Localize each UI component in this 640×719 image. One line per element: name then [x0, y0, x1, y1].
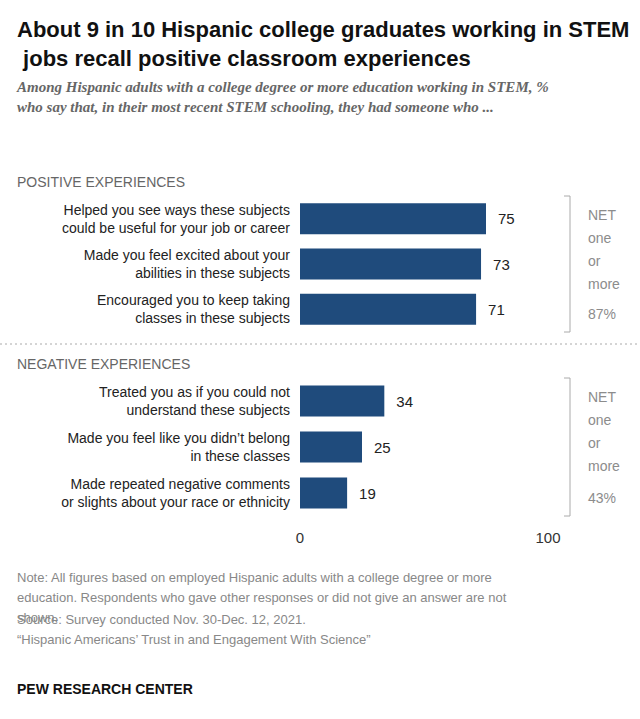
svg-text:34: 34: [396, 393, 413, 410]
svg-text:87%: 87%: [588, 306, 616, 322]
svg-text:jobs recall positive classroom: jobs recall positive classroom experienc…: [17, 46, 471, 71]
svg-text:one: one: [588, 230, 612, 246]
svg-text:Among Hispanic adults with a c: Among Hispanic adults with a college deg…: [16, 79, 552, 95]
svg-text:100: 100: [535, 529, 560, 546]
svg-text:25: 25: [374, 439, 391, 456]
svg-text:education. Respondents who gav: education. Respondents who gave other re…: [17, 590, 510, 605]
svg-text:could be useful for your job o: could be useful for your job or career: [62, 220, 290, 236]
svg-text:Note: All figures based on emp: Note: All figures based on employed Hisp…: [17, 570, 495, 585]
svg-text:75: 75: [498, 210, 515, 227]
svg-text:Made you feel like you didn’t: Made you feel like you didn’t belong: [67, 430, 290, 446]
svg-text:Helped you see ways these subj: Helped you see ways these subjects: [64, 202, 290, 218]
svg-text:more: more: [588, 276, 620, 292]
svg-text:About 9 in 10 Hispanic college: About 9 in 10 Hispanic college graduates…: [17, 17, 629, 42]
svg-text:PEW RESEARCH CENTER: PEW RESEARCH CENTER: [17, 681, 193, 697]
svg-text:Made repeated negative comment: Made repeated negative comments: [71, 476, 290, 492]
svg-text:NET: NET: [588, 389, 616, 405]
svg-text:“Hispanic Americans’ Trust in: “Hispanic Americans’ Trust in and Engage…: [17, 632, 371, 647]
svg-text:POSITIVE EXPERIENCES: POSITIVE EXPERIENCES: [17, 174, 185, 190]
svg-text:Treated you as if you could no: Treated you as if you could not: [99, 384, 290, 400]
svg-text:or: or: [588, 435, 601, 451]
svg-text:73: 73: [493, 256, 510, 273]
svg-text:Source: Survey conducted Nov.: Source: Survey conducted Nov. 30-Dec. 12…: [17, 612, 306, 627]
svg-text:Encouraged you to keep taking: Encouraged you to keep taking: [97, 292, 290, 308]
svg-text:19: 19: [359, 485, 376, 502]
svg-text:one: one: [588, 412, 612, 428]
svg-text:Made you feel excited about yo: Made you feel excited about your: [84, 247, 291, 263]
svg-text:71: 71: [488, 301, 505, 318]
svg-text:in these classes: in these classes: [190, 448, 290, 464]
svg-text:NEGATIVE EXPERIENCES: NEGATIVE EXPERIENCES: [17, 356, 190, 372]
svg-text:0: 0: [296, 529, 304, 546]
svg-text:43%: 43%: [588, 490, 616, 506]
svg-text:or: or: [588, 253, 601, 269]
svg-text:more: more: [588, 458, 620, 474]
svg-text:or slights about your race or: or slights about your race or ethnicity: [61, 494, 290, 510]
svg-text:who say that, in their most re: who say that, in their most recent STEM …: [17, 99, 494, 115]
svg-text:NET: NET: [588, 207, 616, 223]
svg-text:understand these subjects: understand these subjects: [127, 402, 290, 418]
svg-text:classes in these subjects: classes in these subjects: [135, 310, 290, 326]
svg-text:abilities in these subjects: abilities in these subjects: [135, 265, 290, 281]
